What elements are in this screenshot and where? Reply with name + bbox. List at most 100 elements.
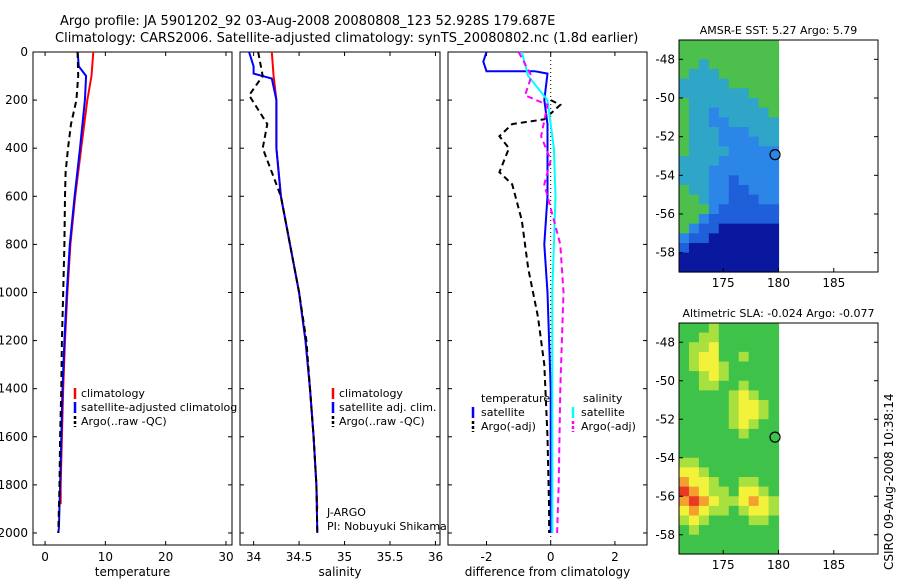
figure-title-line1: Argo profile: JA 5901202_92 03-Aug-2008 … [60, 14, 555, 29]
heatmap-cell [768, 371, 780, 382]
heatmap-cell [698, 252, 710, 263]
heatmap-cell [748, 448, 760, 459]
heatmap-cell [728, 146, 740, 157]
heatmap-cell [738, 342, 750, 353]
heatmap-cell [748, 78, 760, 89]
heatmap-cell [718, 496, 730, 507]
heatmap-cell [698, 223, 710, 234]
heatmap-cell [688, 380, 700, 391]
pi-annotation: PI: Nobuyuki Shikama [327, 520, 447, 533]
heatmap-cell [758, 194, 770, 205]
heatmap-cell [758, 156, 770, 167]
heatmap-cell [708, 252, 720, 263]
heatmap-cell [688, 194, 700, 205]
heatmap-cell [679, 496, 690, 507]
heatmap-cell [758, 262, 770, 273]
heatmap-cell [758, 371, 770, 382]
heatmap-cell [688, 323, 700, 334]
heatmap-cell [738, 127, 750, 138]
heatmap-cell [738, 525, 750, 536]
heatmap-cell [738, 49, 750, 60]
heatmap-cell [728, 223, 740, 234]
heatmap-cell [728, 117, 740, 128]
heatmap-cell [698, 419, 710, 430]
heatmap-cell [679, 88, 690, 99]
heatmap-cell [679, 214, 690, 225]
heatmap-cell [698, 214, 710, 225]
y-tick-label: 1400 [0, 382, 28, 396]
heatmap-cell [758, 243, 770, 254]
heatmap-cell [698, 496, 710, 507]
heatmap-cell [738, 204, 750, 215]
heatmap-cell [708, 243, 720, 254]
heatmap-cell [748, 69, 760, 80]
heatmap-cell [728, 323, 740, 334]
heatmap-cell [718, 204, 730, 215]
heatmap-cell [679, 371, 690, 382]
heatmap-cell [728, 409, 740, 420]
heatmap-cell [768, 127, 780, 138]
heatmap-cell [708, 515, 720, 526]
heatmap-cell [698, 165, 710, 176]
heatmap-cell [728, 262, 740, 273]
heatmap-cell [688, 78, 700, 89]
heatmap-cell [768, 146, 780, 157]
x-tick-label: 2 [611, 550, 619, 564]
heatmap-cell [768, 223, 780, 234]
heatmap-cell [698, 515, 710, 526]
heatmap-cell [698, 88, 710, 99]
heatmap-cell [768, 262, 780, 273]
heatmap-cell [698, 127, 710, 138]
heatmap-cell [738, 428, 750, 440]
heatmap-cell [718, 380, 730, 391]
x-tick-label: 0 [547, 550, 555, 564]
heatmap-cell [728, 252, 740, 263]
heatmap-cell [708, 165, 720, 176]
heatmap-cell [718, 233, 730, 244]
heatmap-cell [748, 146, 760, 157]
heatmap-cell [718, 361, 730, 372]
series-line [270, 51, 319, 509]
heatmap-cell [679, 107, 690, 118]
heatmap-cell [688, 351, 700, 363]
heatmap-cell [688, 40, 700, 51]
heatmap-cell [738, 107, 750, 118]
heatmap-cell [698, 107, 710, 118]
heatmap-cell [679, 223, 690, 234]
heatmap-cell [698, 98, 710, 109]
heatmap-cell [738, 233, 750, 244]
heatmap-cell [758, 146, 770, 157]
float-location-marker [769, 431, 781, 443]
heatmap-cell [708, 448, 720, 459]
x-tick-label: 175 [712, 558, 735, 572]
heatmap-cell [748, 409, 760, 420]
y-tick-label: 1600 [0, 430, 28, 444]
heatmap-cell [718, 175, 730, 186]
heatmap-cell [688, 419, 700, 430]
heatmap-cell [679, 146, 690, 157]
heatmap-cell [679, 78, 690, 89]
heatmap-cell [718, 534, 730, 545]
heatmap-cell [708, 40, 720, 51]
heatmap-cell [768, 544, 780, 555]
heatmap-cell [688, 428, 700, 440]
heatmap-cell [738, 351, 750, 363]
heatmap-cell [688, 175, 700, 186]
x-tick-label: 180 [767, 276, 790, 290]
heatmap-cell [748, 223, 760, 234]
x-tick-label: -2 [481, 550, 493, 564]
series-line [517, 51, 565, 534]
heatmap-cell [708, 342, 720, 353]
heatmap-cell [688, 477, 700, 488]
heatmap-cell [679, 323, 690, 334]
heatmap-cell [679, 252, 690, 263]
heatmap-cell [728, 486, 740, 497]
heatmap-cell [698, 371, 710, 382]
heatmap-cell [698, 505, 710, 517]
heatmap-cell [768, 165, 780, 176]
y-tick-label: -52 [655, 130, 675, 144]
heatmap-cell [698, 525, 710, 536]
heatmap-cell [738, 332, 750, 343]
heatmap-cell [738, 69, 750, 80]
heatmap-cell [748, 380, 760, 391]
